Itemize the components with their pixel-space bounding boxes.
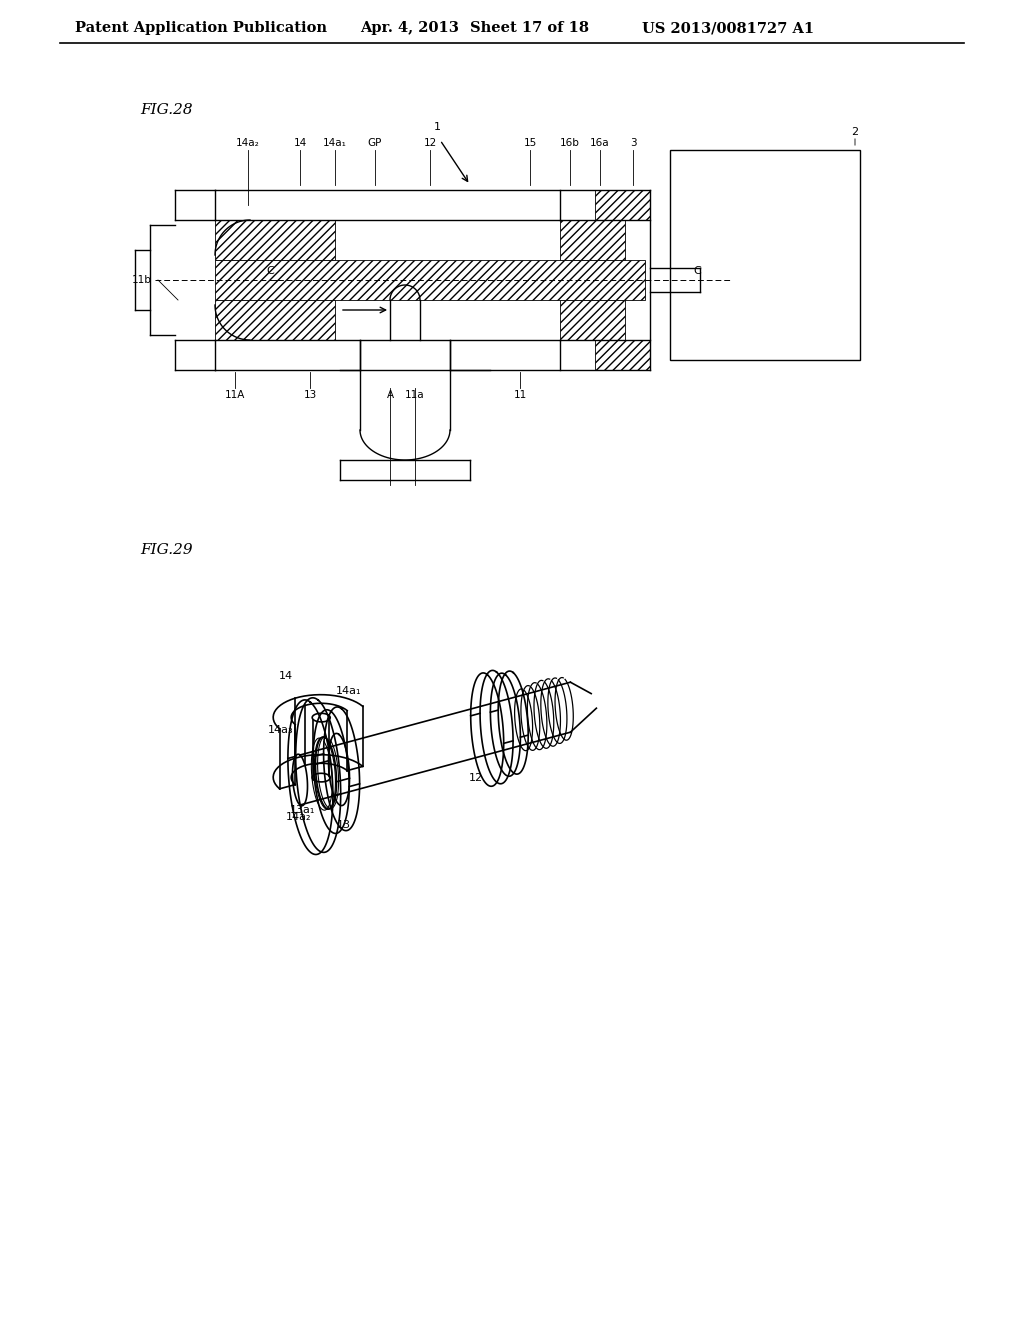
- Text: 16b: 16b: [560, 139, 580, 148]
- Bar: [670, 150, 860, 360]
- Text: 1: 1: [433, 121, 440, 132]
- Text: 11: 11: [513, 389, 526, 400]
- Text: 15: 15: [523, 139, 537, 148]
- Text: GP: GP: [368, 139, 382, 148]
- Text: 14a₁: 14a₁: [323, 139, 347, 148]
- Text: 12: 12: [469, 774, 483, 783]
- Text: 13a₁: 13a₁: [290, 805, 315, 814]
- Text: FIG.28: FIG.28: [140, 103, 193, 117]
- Text: 14: 14: [293, 139, 306, 148]
- Bar: [215, 220, 335, 260]
- Text: 11a: 11a: [406, 389, 425, 400]
- Text: 14a₂: 14a₂: [237, 139, 260, 148]
- Text: C: C: [693, 267, 700, 276]
- Text: 11b: 11b: [132, 275, 152, 285]
- Bar: [560, 220, 625, 260]
- Text: US 2013/0081727 A1: US 2013/0081727 A1: [642, 21, 814, 36]
- Text: Sheet 17 of 18: Sheet 17 of 18: [470, 21, 589, 36]
- Text: FIG.29: FIG.29: [140, 543, 193, 557]
- Bar: [595, 341, 650, 370]
- Text: 12: 12: [423, 139, 436, 148]
- Text: C: C: [266, 267, 273, 276]
- Text: 16a: 16a: [590, 139, 610, 148]
- Text: 14a₂: 14a₂: [286, 812, 311, 822]
- Bar: [595, 190, 650, 220]
- Bar: [560, 300, 625, 341]
- Text: 13: 13: [337, 820, 351, 830]
- Text: Apr. 4, 2013: Apr. 4, 2013: [360, 21, 459, 36]
- Text: 14a₃: 14a₃: [268, 725, 294, 735]
- Text: A: A: [386, 389, 393, 400]
- Text: Patent Application Publication: Patent Application Publication: [75, 21, 327, 36]
- Text: 3: 3: [630, 139, 636, 148]
- Bar: [215, 300, 335, 341]
- Text: 14a₁: 14a₁: [336, 686, 361, 697]
- Text: 11A: 11A: [225, 389, 245, 400]
- Bar: [215, 260, 645, 300]
- Text: 14: 14: [279, 671, 293, 681]
- Text: 13: 13: [303, 389, 316, 400]
- Text: 2: 2: [851, 127, 858, 137]
